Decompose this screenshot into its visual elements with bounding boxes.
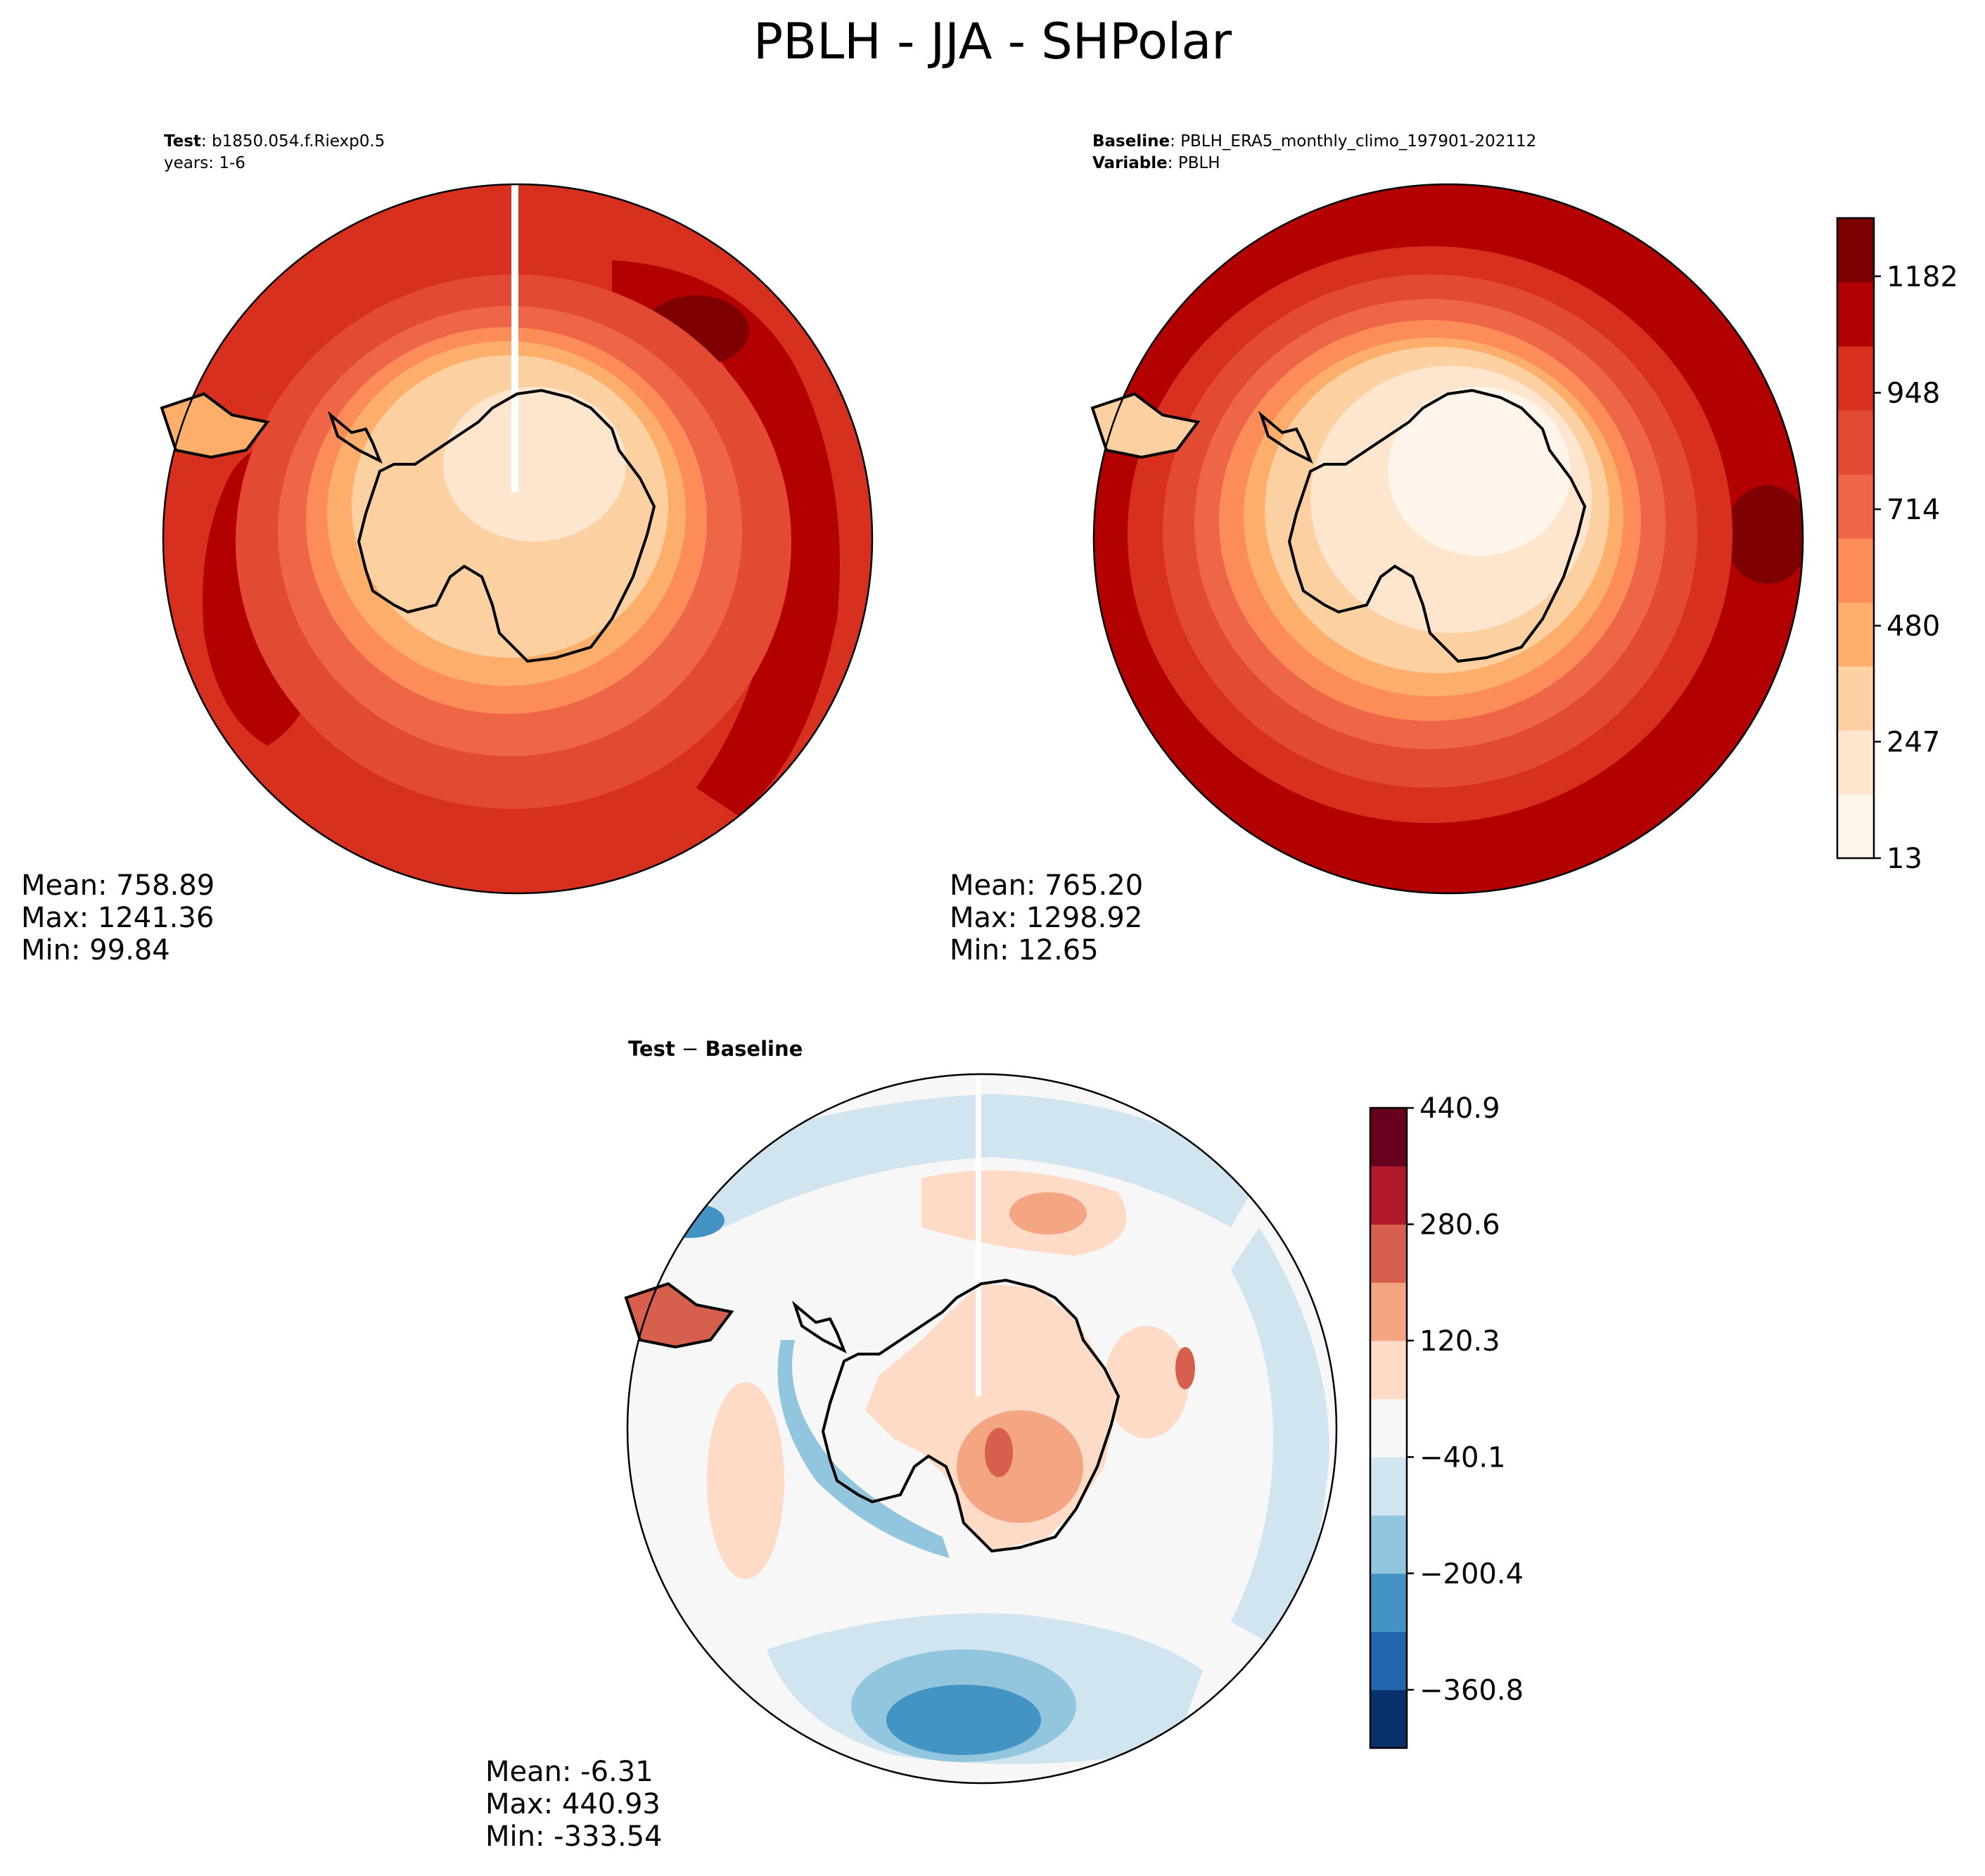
diff-colorbar-segment-9 — [1370, 1166, 1407, 1225]
diff-label-test: Test — [628, 1037, 675, 1061]
diff-colorbar-tick-label-5: 440.9 — [1419, 1092, 1500, 1125]
abs-colorbar-tick-label-0: 13 — [1887, 843, 1922, 875]
test-high-band-east — [612, 260, 840, 816]
diff-colorbar-segment-1 — [1370, 1631, 1407, 1690]
diff-stats: Mean: -6.31 Max: 440.93 Min: -333.54 — [485, 1756, 663, 1853]
diff-colorbar-tick-label-0: −360.8 — [1419, 1674, 1524, 1706]
diff-max: Max: 440.93 — [485, 1788, 660, 1820]
abs-colorbar-tick-label-2: 480 — [1887, 611, 1940, 643]
baseline-map-border — [1092, 183, 1804, 895]
baseline-mean: Mean: 765.20 — [950, 869, 1144, 902]
abs-colorbar-tick-label-4: 948 — [1887, 377, 1940, 409]
colorbar-difference: −360.8 −200.4 −40.1 120.3 280.6 440.9 — [1369, 1092, 1524, 1749]
test-stats: Mean: 758.89 Max: 1241.36 Min: 99.84 — [21, 869, 215, 966]
diff-colorbar-outline — [1369, 1106, 1408, 1749]
diff-orange-east — [1175, 1347, 1195, 1389]
test-map — [160, 183, 874, 895]
diff-blue-south-deep — [886, 1685, 1041, 1755]
abs-colorbar-segment-1 — [1837, 730, 1874, 795]
abs-colorbar-segment-6 — [1837, 410, 1874, 475]
baseline-map — [1090, 183, 1804, 895]
test-ring-inner — [443, 387, 626, 542]
diff-label-sep: − — [675, 1037, 706, 1061]
abs-colorbar-segment-4 — [1837, 538, 1874, 603]
baseline-label: Baseline: PBLH_ERA5_monthly_climo_197901… — [1092, 132, 1537, 172]
baseline-antarctica-coastline — [1258, 388, 1587, 663]
diff-colorbar-segment-2 — [1370, 1573, 1407, 1633]
diff-missing-strip — [976, 1074, 981, 1396]
baseline-label-key: Baseline — [1092, 132, 1170, 151]
abs-colorbar-segment-9 — [1837, 218, 1874, 283]
abs-colorbar-tick-label-5: 1182 — [1887, 261, 1958, 293]
abs-colorbar-tick-label-1: 247 — [1887, 726, 1940, 758]
test-mean: Mean: 758.89 — [21, 869, 215, 902]
diff-colorbar-segment-5 — [1370, 1398, 1407, 1457]
diff-orange-antarctica — [957, 1410, 1083, 1523]
diff-light-blue-north — [682, 1094, 1259, 1227]
diff-colorbar-segment-3 — [1370, 1515, 1407, 1574]
diff-blue-coastal — [777, 1340, 950, 1558]
diff-map — [624, 1073, 1338, 1785]
abs-colorbar-segment-0 — [1837, 794, 1874, 859]
diff-pink-east — [1104, 1326, 1189, 1438]
test-label: Test: b1850.054.f.Riexp0.5 years: 1-6 — [164, 131, 385, 174]
diff-label: Test − Baseline — [628, 1038, 803, 1060]
figure-title: PBLH - JJA - SHPolar — [753, 13, 1232, 70]
diff-light-blue-east — [1231, 1227, 1329, 1650]
test-label-value: b1850.054.f.Riexp0.5 — [211, 132, 385, 151]
diff-colorbar-tick-label-3: 120.3 — [1419, 1325, 1500, 1358]
diff-colorbar-segment-0 — [1370, 1690, 1407, 1749]
baseline-min: Min: 12.65 — [950, 934, 1099, 966]
variable-label-key: Variable — [1092, 154, 1168, 172]
diff-orange-north — [1009, 1192, 1087, 1234]
colorbar-absolute: 13 247 480 714 948 1182 — [1836, 217, 1958, 875]
test-map-border — [162, 183, 874, 895]
diff-colorbar-tick-label-1: −200.4 — [1419, 1558, 1524, 1590]
abs-colorbar-segment-8 — [1837, 282, 1874, 347]
test-missing-strip — [511, 184, 518, 492]
diff-colorbar-tick-label-2: −40.1 — [1419, 1441, 1506, 1474]
diff-map-border — [626, 1073, 1338, 1785]
diff-colorbar-segment-7 — [1370, 1282, 1407, 1341]
abs-colorbar-segment-7 — [1837, 346, 1874, 411]
baseline-max: Max: 1298.92 — [950, 902, 1143, 934]
diff-blue-northwest — [654, 1203, 725, 1238]
abs-colorbar-outline — [1836, 217, 1875, 860]
baseline-max-core — [1725, 485, 1803, 584]
abs-colorbar-tick-label-3: 714 — [1887, 494, 1940, 526]
test-min: Min: 99.84 — [21, 934, 170, 966]
diff-antarctica-coastline — [791, 1278, 1121, 1553]
test-max: Max: 1241.36 — [21, 902, 215, 934]
abs-colorbar-segment-2 — [1837, 666, 1874, 731]
baseline-ring-inner — [1388, 387, 1571, 556]
test-antarctica-coastline — [327, 388, 656, 663]
baseline-stats: Mean: 765.20 Max: 1298.92 Min: 12.65 — [950, 869, 1143, 966]
diff-mean: Mean: -6.31 — [485, 1756, 653, 1788]
test-label-key: Test — [164, 132, 201, 151]
diff-min: Min: -333.54 — [485, 1820, 663, 1853]
abs-colorbar-segment-5 — [1837, 474, 1874, 539]
abs-colorbar-segment-3 — [1837, 602, 1874, 667]
variable-label-value: PBLH — [1177, 154, 1220, 172]
baseline-label-value: PBLH_ERA5_monthly_climo_197901-202112 — [1180, 132, 1537, 151]
diff-colorbar-segment-10 — [1370, 1108, 1407, 1167]
test-years: years: 1-6 — [164, 154, 245, 172]
diff-red-spot — [985, 1428, 1013, 1477]
diff-colorbar-segment-4 — [1370, 1457, 1407, 1516]
diff-label-baseline: Baseline — [705, 1037, 803, 1061]
diff-colorbar-segment-6 — [1370, 1340, 1407, 1400]
diff-colorbar-segment-8 — [1370, 1224, 1407, 1283]
diff-colorbar-tick-label-4: 280.6 — [1419, 1208, 1500, 1241]
diff-pink-west — [707, 1382, 784, 1579]
